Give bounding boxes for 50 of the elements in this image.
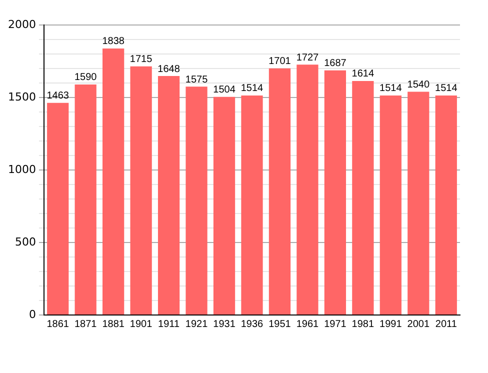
data-label: 1504 xyxy=(213,84,236,96)
data-label: 1575 xyxy=(185,74,208,86)
data-label: 1590 xyxy=(74,72,98,84)
bar xyxy=(74,84,96,314)
y-tick-label: 0 xyxy=(28,308,36,321)
data-label: 1514 xyxy=(380,83,402,94)
x-tick-label: 1871 xyxy=(74,318,98,330)
bar xyxy=(158,76,180,314)
data-label: 1463 xyxy=(46,90,70,102)
bar xyxy=(241,95,263,314)
x-tick-label: 1991 xyxy=(380,318,402,330)
bar xyxy=(324,70,346,314)
data-label: 1687 xyxy=(324,58,347,70)
data-label: 1838 xyxy=(102,36,125,48)
bar xyxy=(435,95,457,314)
y-tick-label: 1500 xyxy=(8,90,36,104)
data-label: 1614 xyxy=(352,68,374,80)
x-tick-label: 2011 xyxy=(435,318,458,330)
bar xyxy=(268,68,291,314)
bar xyxy=(47,102,69,314)
data-label: 1648 xyxy=(158,64,180,75)
bar xyxy=(186,86,208,314)
bar xyxy=(130,66,152,314)
x-tick-label: 1951 xyxy=(268,318,292,330)
bar xyxy=(296,64,318,314)
y-tick-label: 2000 xyxy=(8,18,36,31)
bar xyxy=(102,48,124,314)
data-label: 1514 xyxy=(240,83,264,94)
data-label: 1540 xyxy=(407,79,430,90)
x-tick-label: 1961 xyxy=(296,318,320,330)
data-label: 1514 xyxy=(435,83,458,94)
bar xyxy=(408,92,430,314)
x-tick-label: 1901 xyxy=(130,318,153,330)
y-tick-label: 500 xyxy=(14,235,36,248)
data-label: 1701 xyxy=(268,56,292,68)
data-label: 1727 xyxy=(296,52,320,64)
x-tick-label: 1931 xyxy=(213,318,236,330)
x-tick-label: 1921 xyxy=(185,318,208,330)
bar xyxy=(380,95,402,314)
x-tick-label: 1971 xyxy=(324,318,347,330)
x-tick-label: 2001 xyxy=(407,318,430,330)
bar xyxy=(352,80,374,314)
bar xyxy=(213,96,236,314)
y-tick-label: 1000 xyxy=(8,162,36,176)
x-tick-label: 1881 xyxy=(102,318,125,330)
x-tick-label: 1911 xyxy=(158,318,180,330)
data-label: 1715 xyxy=(130,54,153,66)
x-tick-label: 1981 xyxy=(352,318,374,330)
x-tick-label: 1861 xyxy=(46,318,70,330)
x-tick-label: 1936 xyxy=(240,318,264,330)
